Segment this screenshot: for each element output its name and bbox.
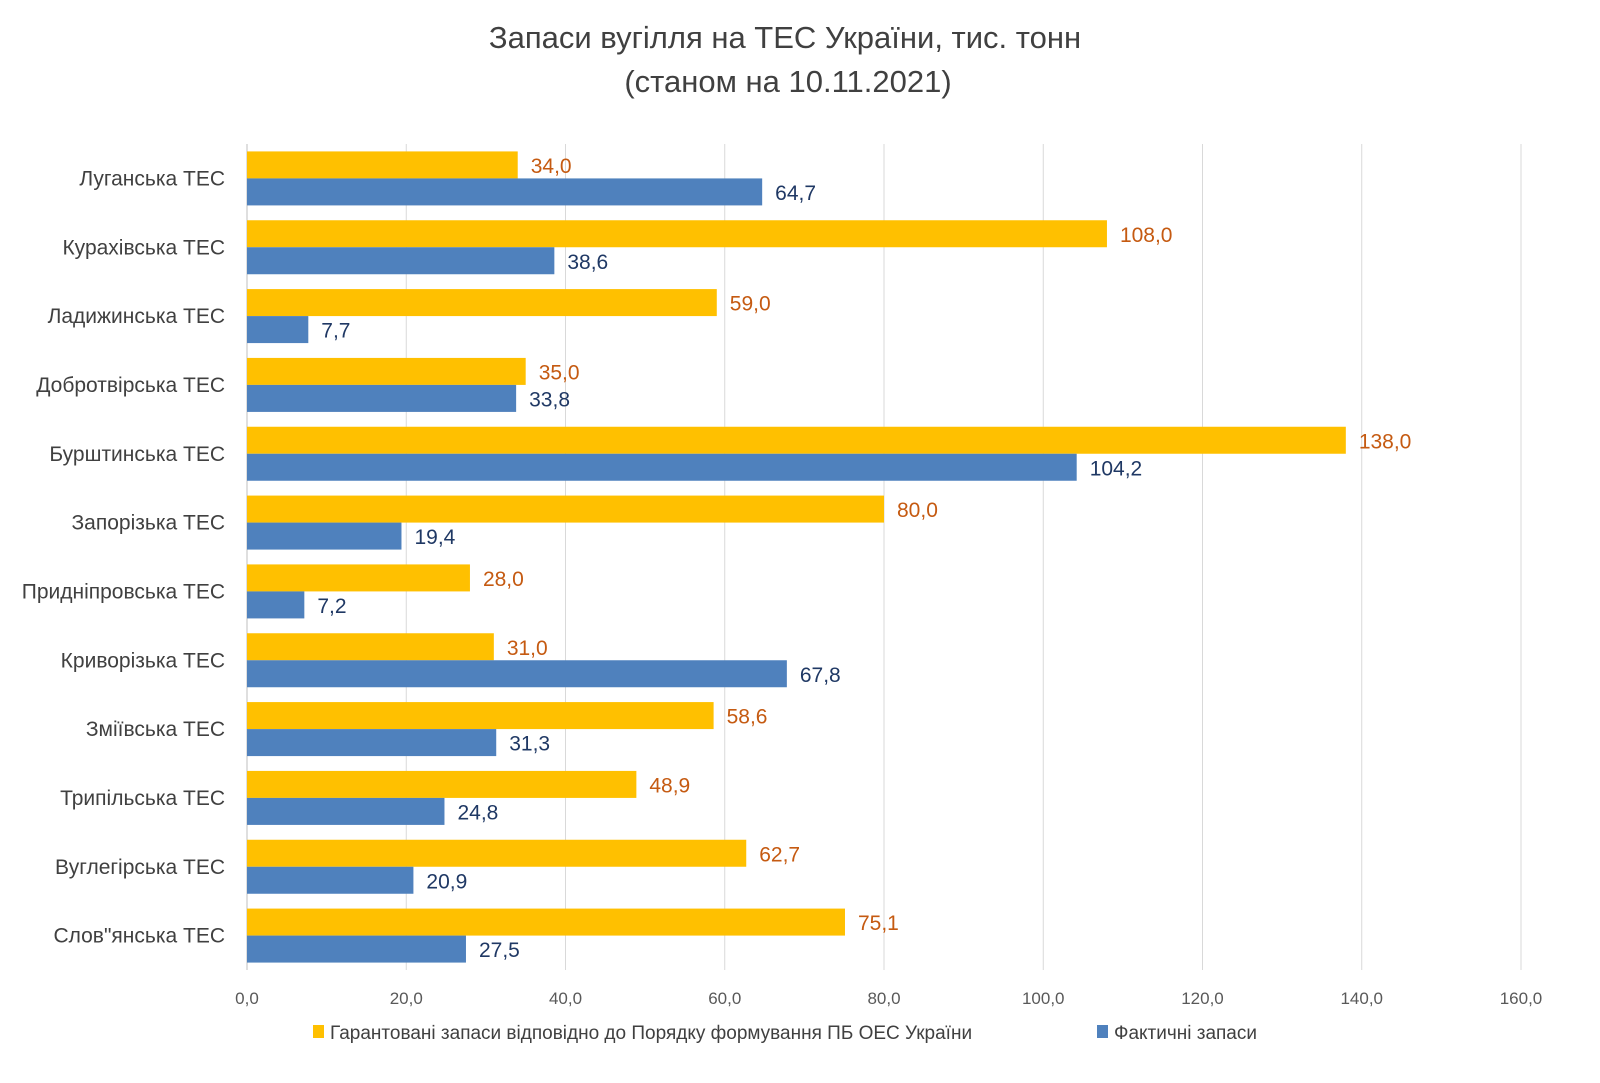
legend-swatch — [313, 1025, 324, 1038]
bar-actual — [247, 453, 1077, 481]
data-label: 138,0 — [1359, 430, 1412, 453]
bar-actual — [247, 522, 402, 550]
bar-actual — [247, 866, 414, 894]
data-label: 104,2 — [1090, 457, 1143, 480]
data-label: 24,8 — [457, 801, 498, 824]
bar-actual — [247, 247, 555, 275]
data-label: 7,7 — [321, 320, 350, 343]
data-label: 34,0 — [531, 155, 572, 178]
bar-actual — [247, 591, 305, 619]
bar-actual — [247, 797, 445, 825]
bar-actual — [247, 384, 517, 412]
bar-guaranteed — [247, 220, 1107, 248]
data-label: 27,5 — [479, 939, 520, 962]
bar-guaranteed — [247, 633, 494, 661]
x-tick-label: 140,0 — [1340, 989, 1383, 1008]
chart-subtitle: (станом на 10.11.2021) — [624, 64, 951, 99]
chart-title: Запаси вугілля на ТЕС України, тис. тонн — [489, 20, 1081, 55]
data-label: 31,3 — [509, 733, 550, 756]
legend-label: Гарантовані запаси відповідно до Порядку… — [330, 1023, 972, 1044]
category-label: Слов"янська ТЕС — [53, 925, 225, 948]
category-label: Бурштинська ТЕС — [49, 443, 225, 466]
data-label: 38,6 — [567, 251, 608, 274]
data-label: 62,7 — [759, 843, 800, 866]
data-label: 35,0 — [539, 361, 580, 384]
category-label: Луганська ТЕС — [79, 167, 225, 190]
x-tick-label: 120,0 — [1181, 989, 1224, 1008]
category-label: Зміївська ТЕС — [86, 718, 225, 741]
data-label: 64,7 — [775, 182, 816, 205]
bar-guaranteed — [247, 908, 845, 936]
bar-actual — [247, 729, 497, 757]
data-label: 67,8 — [800, 664, 841, 687]
legend-swatch — [1097, 1025, 1108, 1038]
data-label: 59,0 — [730, 293, 771, 316]
bar-guaranteed — [247, 151, 518, 179]
bar-guaranteed — [247, 289, 717, 317]
data-label: 58,6 — [727, 706, 768, 729]
x-tick-label: 20,0 — [390, 989, 423, 1008]
x-tick-label: 40,0 — [549, 989, 582, 1008]
category-label: Добротвірська ТЕС — [36, 374, 225, 397]
data-label: 20,9 — [426, 870, 467, 893]
category-label: Трипільська ТЕС — [60, 787, 225, 810]
data-label: 7,2 — [317, 595, 346, 618]
bar-actual — [247, 316, 309, 344]
bar-guaranteed — [247, 357, 526, 385]
x-tick-label: 100,0 — [1022, 989, 1065, 1008]
bar-guaranteed — [247, 770, 637, 798]
data-label: 75,1 — [858, 912, 899, 935]
bar-guaranteed — [247, 564, 470, 592]
category-label: Курахівська ТЕС — [62, 236, 225, 259]
category-label: Ладижинська ТЕС — [48, 305, 225, 328]
category-label: Придніпровська ТЕС — [22, 580, 225, 603]
bar-guaranteed — [247, 839, 747, 867]
bar-guaranteed — [247, 426, 1346, 454]
category-label: Криворізька ТЕС — [61, 649, 225, 672]
data-label: 108,0 — [1120, 224, 1173, 247]
data-label: 31,0 — [507, 637, 548, 660]
category-label: Вуглегірська ТЕС — [55, 856, 225, 879]
data-label: 19,4 — [414, 526, 455, 549]
bar-actual — [247, 178, 763, 206]
bar-actual — [247, 660, 787, 688]
bar-guaranteed — [247, 495, 884, 523]
x-tick-label: 0,0 — [235, 989, 259, 1008]
x-tick-label: 80,0 — [867, 989, 900, 1008]
legend-label: Фактичні запаси — [1114, 1023, 1257, 1044]
data-label: 48,9 — [649, 774, 690, 797]
bar-actual — [247, 935, 466, 963]
data-label: 33,8 — [529, 388, 570, 411]
category-label: Запорізька ТЕС — [72, 512, 226, 535]
x-tick-label: 160,0 — [1500, 989, 1543, 1008]
data-label: 28,0 — [483, 568, 524, 591]
x-tick-label: 60,0 — [708, 989, 741, 1008]
data-label: 80,0 — [897, 499, 938, 522]
bar-guaranteed — [247, 702, 714, 730]
